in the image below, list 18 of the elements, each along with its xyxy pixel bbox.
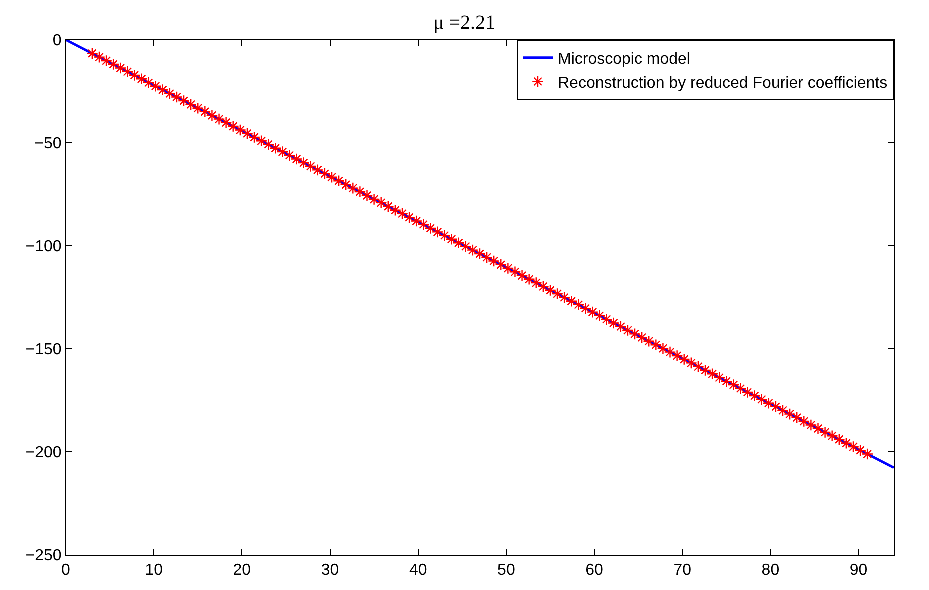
legend-label: Reconstruction by reduced Fourier coefficients: [558, 74, 888, 92]
x-tick-label: 50: [498, 562, 516, 580]
y-tick-label: −200: [26, 444, 62, 462]
x-tick-label: 70: [674, 562, 692, 580]
y-tick-label: −250: [26, 548, 62, 565]
y-tick-label: −50: [34, 136, 62, 153]
x-tick-label: 30: [321, 562, 340, 580]
y-tick-label: −100: [26, 238, 62, 256]
x-tick-label: 20: [233, 562, 252, 580]
y-tick-label: 0: [52, 32, 62, 50]
x-tick-label: 90: [850, 562, 868, 580]
x-tick-label: 80: [762, 562, 780, 580]
legend-label: Microscopic model: [558, 51, 690, 68]
chart-title: μ =2.21: [433, 12, 496, 34]
x-tick-label: 10: [145, 562, 164, 580]
x-tick-label: 60: [586, 562, 604, 580]
x-tick-label: 40: [409, 562, 428, 580]
y-tick-label: −150: [26, 342, 62, 359]
